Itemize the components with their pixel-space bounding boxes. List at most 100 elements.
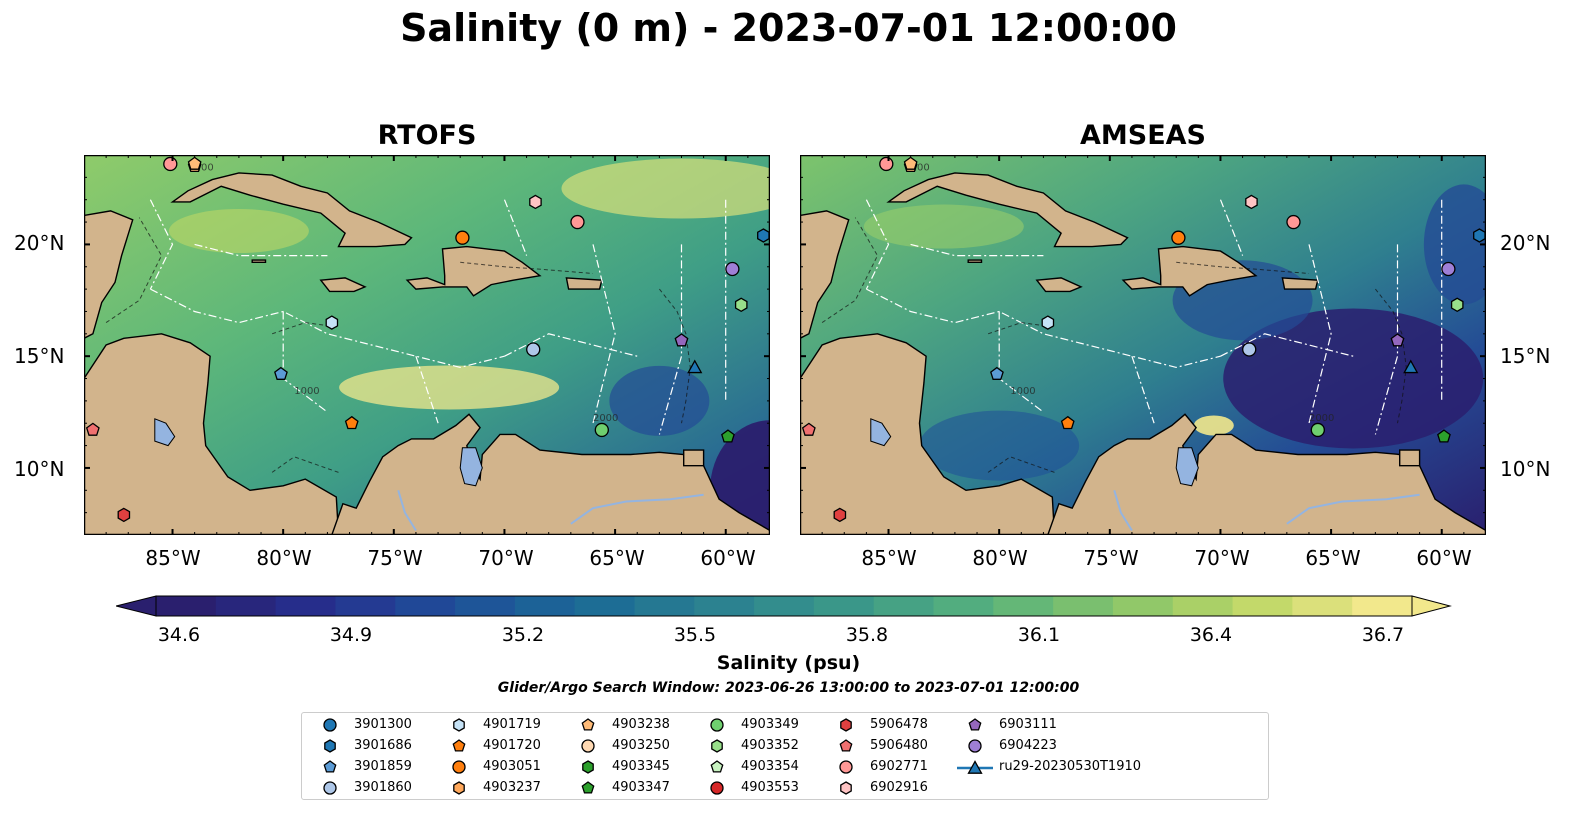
salinity-feature [919,410,1080,481]
colorbar-bin [395,596,456,616]
lon-label-65w-amseas: 65°W [1305,546,1361,570]
legend-label: 3901859 [354,759,412,774]
platform-marker-6902916 [1245,194,1258,210]
platform-marker-4903051 [1171,230,1186,245]
platform-marker-edge [163,156,178,172]
platform-marker-4903352 [734,297,748,313]
eez-boundary [504,333,638,357]
eez-boundary [1308,244,1332,424]
platform-marker-6904223 [1441,261,1456,277]
legend-marker [453,718,465,732]
land-jamaica [1035,277,1083,293]
legend-marker [323,718,337,732]
colorbar-bin [574,596,636,616]
platform-marker-4903349 [594,422,609,438]
legend-hexagon-icon [453,781,465,795]
platform-marker-5906480 [85,422,100,436]
platform-marker-3901860 [526,342,541,357]
panel-title-rtofs: RTOFS [377,120,477,151]
colorbar-tick: 34.6 [157,624,201,646]
eez-boundary [1374,244,1399,435]
legend-label: 4903250 [612,738,670,753]
contour-label: 2000 [1309,413,1334,424]
colorbar-bin [993,596,1054,616]
legend-marker [839,760,853,774]
colorbar-tick: 35.8 [845,624,889,646]
legend-label: 6902771 [870,759,928,774]
legend-marker [323,760,337,773]
legend-circle-icon [323,781,337,795]
platform-marker-5906478 [833,507,847,523]
contour-label: 1000 [1010,386,1035,397]
contour-label: 100 [911,163,930,174]
legend-circle-icon [710,718,724,732]
platform-marker-edge [187,156,202,170]
legend-marker [581,718,595,731]
legend-circle-icon [452,760,466,774]
colorbar-bin [634,596,695,616]
lat-label-15n-right: 15°N [1500,344,1551,368]
colorbar-tick: 36.1 [1017,624,1061,646]
legend-marker [323,781,337,795]
legend-label: 3901300 [354,717,412,732]
land-cuba [170,172,413,248]
platform-marker-6903111 [674,333,689,347]
colorbar-bin [1232,596,1293,616]
eez-boundary [415,356,439,424]
lake [154,418,176,447]
legend-marker [840,718,852,732]
legend-hexagon-icon [582,760,594,774]
legend-hexagon-icon [324,739,336,753]
legend-circle-icon [968,739,982,753]
legend-hexagon-icon [840,781,852,795]
colorbar-tick: 35.2 [501,624,545,646]
legend-label: ru29-20230530T1910 [999,759,1142,774]
platform-marker-6904223 [725,261,740,277]
lake [1175,447,1199,487]
salinity-feature [1193,415,1234,436]
salinity-feature [1223,308,1484,449]
platform-marker-edge [879,156,894,172]
salinity-feature [168,209,309,253]
colorbar-extend-low [116,595,157,617]
platform-marker-4901719 [325,315,339,330]
salinity-feature [339,365,560,410]
legend-label: 4903553 [741,780,799,795]
legend-marker [324,739,336,753]
legend-label: 3901860 [354,780,412,795]
salinity-feature [863,204,1024,249]
eez-boundary [592,244,616,424]
lon-label-80w-amseas: 80°W [972,546,1028,570]
colorbar-bin [813,596,875,616]
land-bay1 [967,259,983,264]
map-frame [84,155,770,535]
legend-hexagon-icon [711,739,723,753]
platform-marker-4901720 [1060,415,1075,430]
contour-label: 100 [195,163,214,174]
platform-marker-4903347 [1437,429,1451,443]
platform-marker-6902771 [570,214,585,230]
river [570,493,704,525]
lon-label-65w-rtofs: 65°W [589,546,645,570]
legend-pentagon-icon [452,739,466,752]
search-window-caption: Glider/Argo Search Window: 2023-06-26 13… [497,680,1080,696]
eez-boundary [910,243,1044,257]
legend-pentagon-icon [968,718,982,731]
colorbar-bin [156,596,217,616]
legend-label: 4901719 [483,717,541,732]
platform-legend: 3901300 3901686 3901859 3901860 4901719 49017… [301,712,1269,800]
lake [459,447,483,487]
land-yucatan [800,210,850,340]
land-central [800,333,1056,535]
lon-label-85w-amseas: 85°W [861,546,917,570]
platform-marker-4903347 [721,429,735,443]
legend-label: 4903347 [612,780,670,795]
legend-label: 4903345 [612,759,670,774]
lat-label-10n-left: 10°N [14,457,65,481]
colorbar-bin [933,596,994,616]
salinity-feature [609,365,710,436]
legend-circle-icon [710,781,724,795]
platform-marker-edge [903,156,918,170]
bathymetry-contour [659,288,691,424]
platform-marker-4901719 [1041,315,1055,330]
